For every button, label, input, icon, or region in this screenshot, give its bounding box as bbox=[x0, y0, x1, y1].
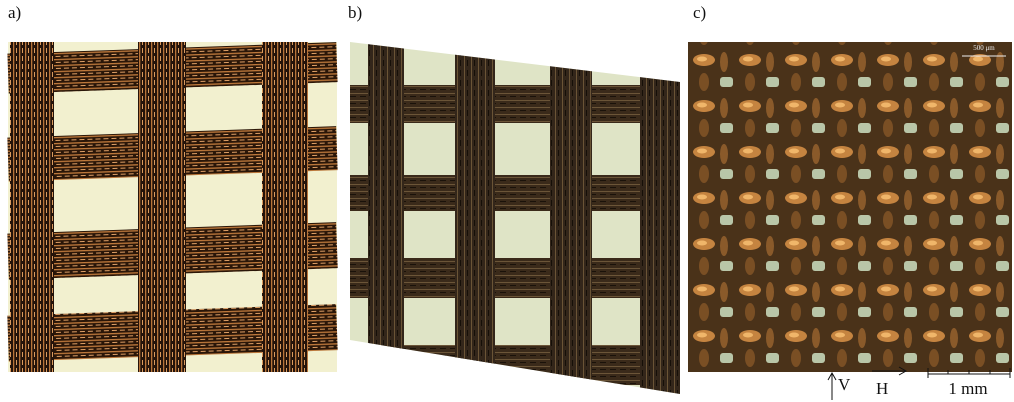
scale-bar-label: 1 mm bbox=[948, 379, 987, 398]
image-a bbox=[7, 42, 337, 372]
direction-label: H bbox=[876, 379, 888, 398]
image-c: 500 μm bbox=[688, 42, 1012, 372]
scale-label: 500 μm bbox=[973, 44, 995, 52]
image-b bbox=[350, 42, 680, 394]
figure: a) b) c) 500 μm bbox=[0, 0, 1014, 402]
direction-label: V bbox=[838, 375, 851, 394]
panel-label: a) bbox=[8, 3, 21, 22]
panel-label: c) bbox=[693, 3, 706, 22]
panel-label: b) bbox=[348, 3, 362, 22]
